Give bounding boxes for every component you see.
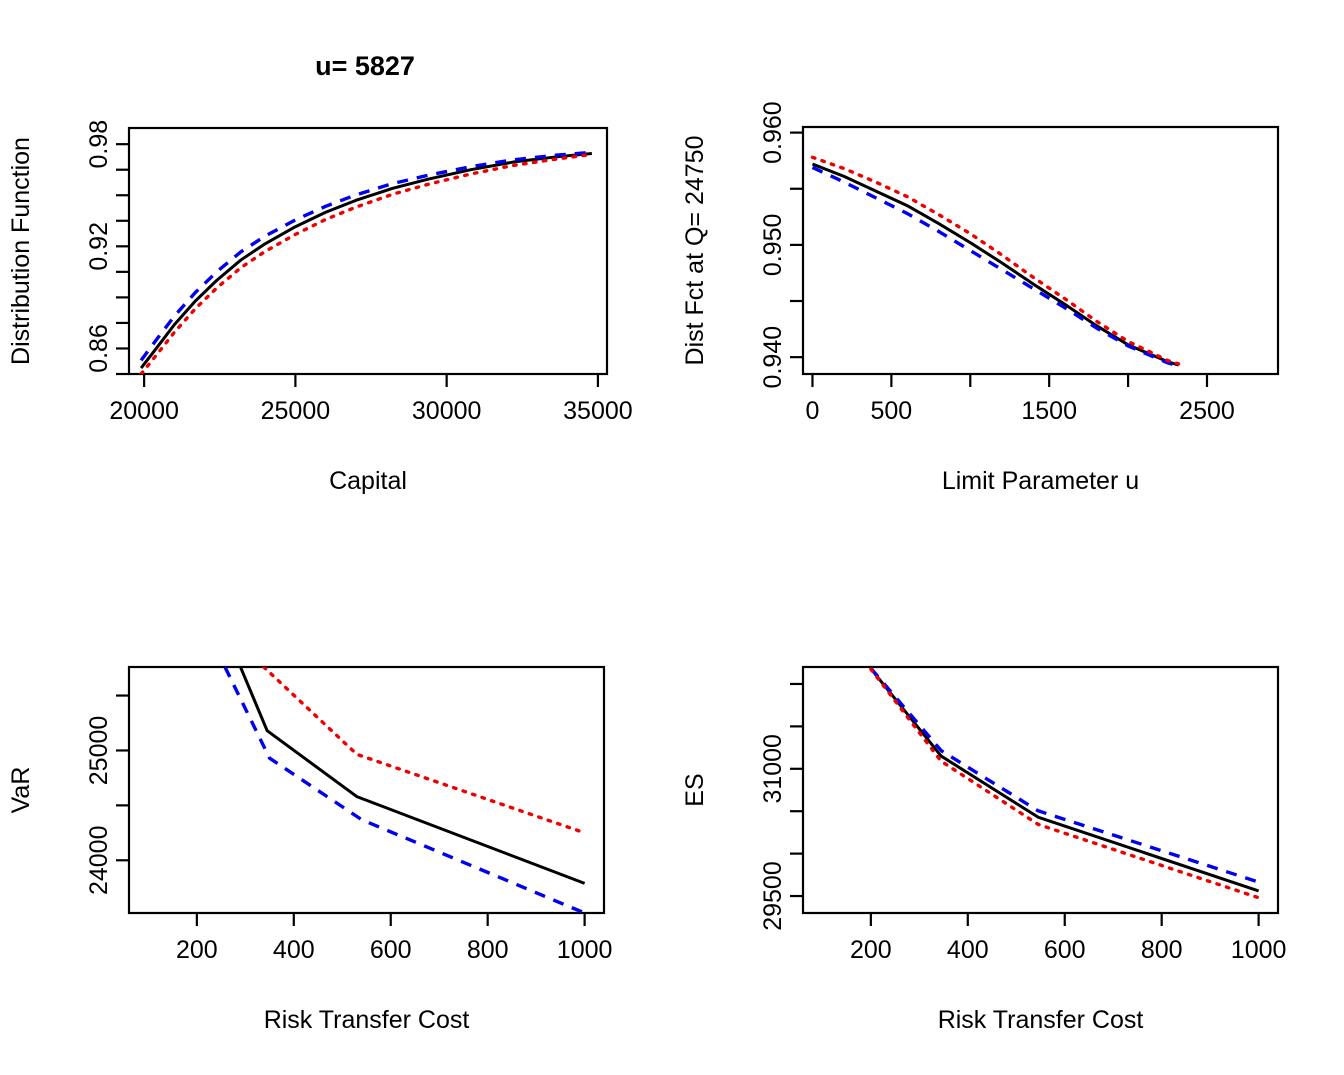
series-group <box>223 667 587 913</box>
x-tick-label: 500 <box>871 397 913 425</box>
series-black-solid <box>869 667 1260 893</box>
y-tick-label: 0.92 <box>85 222 113 271</box>
series-black-solid <box>239 667 586 885</box>
series-group <box>869 667 1261 900</box>
x-tick-label: 800 <box>1141 936 1183 964</box>
x-tick-label: 200 <box>850 936 892 964</box>
x-axis-title: Risk Transfer Cost <box>938 1006 1144 1034</box>
x-tick-label: 400 <box>273 936 315 964</box>
x-tick-label: 1000 <box>557 936 613 964</box>
series-blue-dashed <box>139 150 593 362</box>
x-tick-label: 30000 <box>412 397 482 425</box>
y-tick-label: 0.98 <box>85 120 113 169</box>
y-tick-label: 24000 <box>85 826 113 896</box>
x-tick-label: 800 <box>467 936 509 964</box>
x-tick-label: 400 <box>947 936 989 964</box>
y-axis-title: Distribution Function <box>7 137 35 365</box>
y-axis-title: ES <box>681 773 709 806</box>
panel-es: 200 400 600 800 1000 29500 31000 Risk Transfer … <box>681 665 1287 1034</box>
series-red-dotted <box>139 152 594 374</box>
x-tick-label: 600 <box>1044 936 1086 964</box>
x-tick-label: 1000 <box>1231 936 1287 964</box>
y-tick-label: 0.960 <box>759 101 787 164</box>
plot-box <box>127 665 606 915</box>
series-group <box>139 150 594 374</box>
figure-title: u= 5827 <box>315 51 415 81</box>
y-tick-label: 0.950 <box>759 214 787 277</box>
x-axis-title: Limit Parameter u <box>942 467 1139 495</box>
x-tick-label: 1500 <box>1021 397 1077 425</box>
y-tick-label: 0.86 <box>85 324 113 373</box>
x-tick-label: 200 <box>176 936 218 964</box>
series-blue-dashed <box>869 667 1260 884</box>
y-axis-title: Dist Fct at Q= 24750 <box>681 136 709 366</box>
panel-var: 200 400 600 800 1000 24000 25000 Risk Transfer … <box>7 665 613 1034</box>
plot-box <box>801 125 1280 376</box>
series-black-solid <box>139 152 593 369</box>
x-tick-label: 2500 <box>1179 397 1235 425</box>
series-red-dotted <box>810 155 1181 366</box>
x-tick-label: 20000 <box>109 397 179 425</box>
x-axis-title: Capital <box>329 467 407 495</box>
x-tick-label: 35000 <box>563 397 633 425</box>
y-axis-title: VaR <box>7 767 35 814</box>
x-tick-label: 0 <box>806 397 820 425</box>
series-blue-dashed <box>811 165 1180 368</box>
series-blue-dashed <box>223 667 586 913</box>
y-tick-label: 31000 <box>759 734 787 804</box>
plot-box <box>127 126 609 376</box>
plot-box <box>801 665 1280 915</box>
panel-dist-fct-at-q: 0 500 1500 2500 0.940 0.950 0.960 Limit Paramet… <box>681 101 1280 495</box>
series-red-dotted <box>262 667 587 835</box>
x-tick-label: 25000 <box>261 397 331 425</box>
y-tick-label: 0.940 <box>759 326 787 389</box>
y-tick-label: 25000 <box>85 716 113 786</box>
series-red-dotted <box>869 667 1261 900</box>
x-axis-title: Risk Transfer Cost <box>264 1006 470 1034</box>
x-tick-label: 600 <box>370 936 412 964</box>
y-tick-label: 29500 <box>759 861 787 931</box>
panel-distribution-function: 20000 25000 30000 35000 0.86 0.92 0.98 Capital D… <box>7 120 633 495</box>
series-group <box>810 155 1181 368</box>
